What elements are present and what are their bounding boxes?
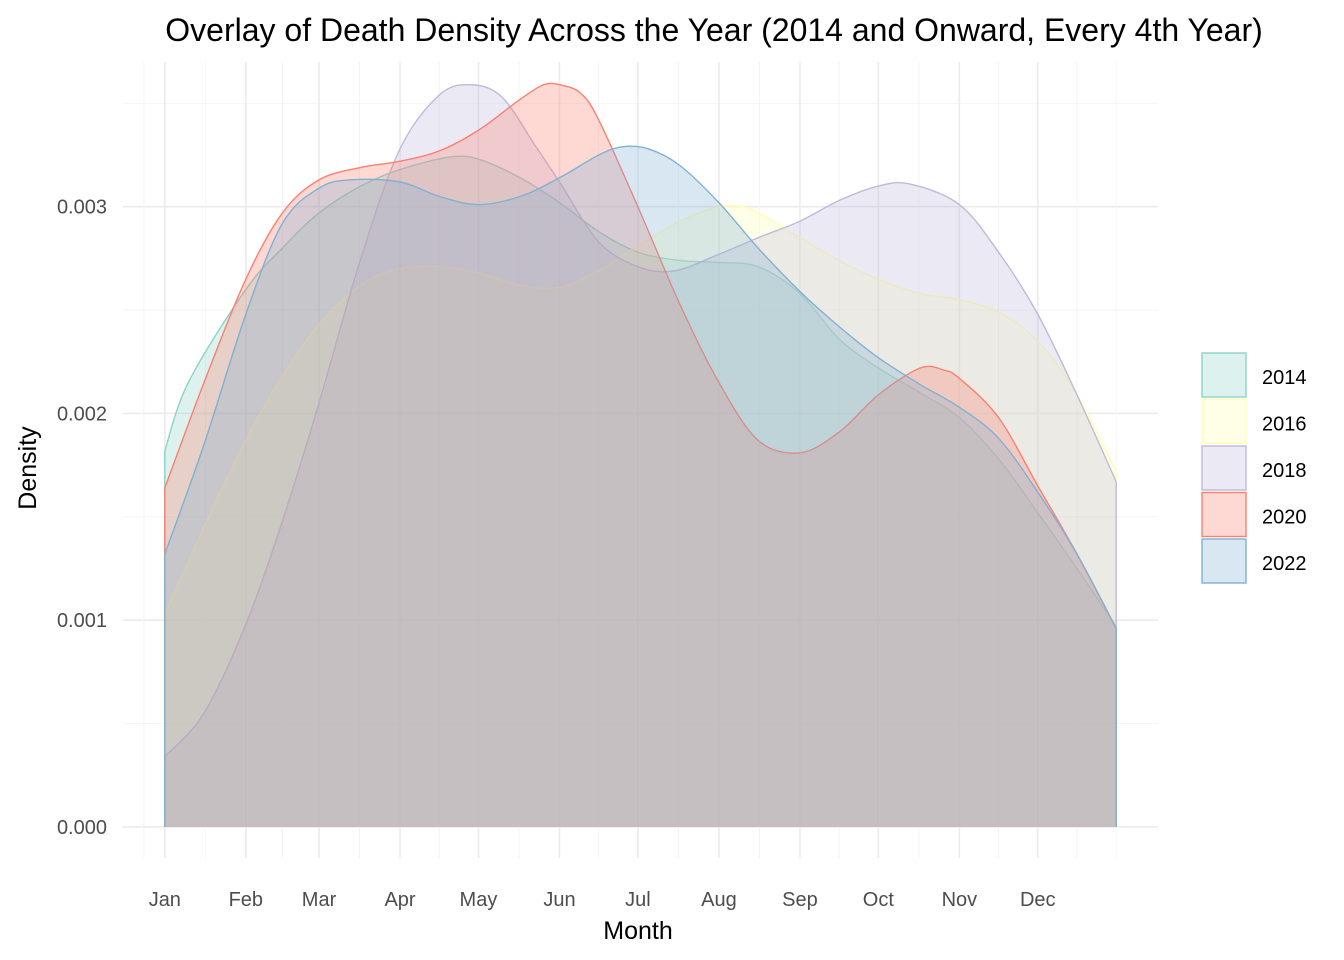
density-line-2018 (164, 83, 1117, 758)
chart-title: Overlay of Death Density Across the Year… (165, 12, 1263, 48)
x-tick-label-mar: Mar (302, 889, 337, 911)
x-tick-label-apr: Apr (384, 889, 415, 911)
legend-label-2022: 2022 (1262, 553, 1307, 575)
legend-label-2016: 2016 (1262, 414, 1307, 436)
x-tick-label-jul: Jul (625, 889, 651, 911)
x-tick-label-jun: Jun (543, 889, 575, 911)
legend-key-2022 (1201, 538, 1247, 584)
density-area-2014 (164, 156, 1117, 827)
legend-key-2020 (1201, 491, 1247, 538)
legend-label-2020: 2020 (1262, 507, 1307, 529)
y-tick-label: 0.002 (57, 403, 107, 425)
x-tick-label-may: May (460, 889, 498, 911)
x-tick-label-dec: Dec (1020, 889, 1056, 911)
legend-label-2014: 2014 (1262, 367, 1307, 389)
legend-key-2014 (1201, 352, 1247, 398)
density-line-2020 (164, 82, 1117, 629)
x-tick-label-jan: Jan (149, 889, 181, 911)
density-area-2016 (164, 205, 1117, 827)
y-tick-label: 0.000 (57, 817, 107, 839)
x-tick-label-feb: Feb (229, 889, 263, 911)
density-line-2014 (164, 155, 1117, 627)
x-tick-label-oct: Oct (863, 889, 895, 911)
legend-key-2016 (1201, 398, 1247, 445)
legend-label-2018: 2018 (1262, 460, 1307, 482)
series-areas (164, 82, 1117, 827)
x-axis-title: Month (603, 917, 672, 945)
x-tick-label-nov: Nov (942, 889, 978, 911)
legend-key-2018 (1201, 445, 1247, 491)
y-axis-title: Density (14, 426, 42, 510)
density-area-2018 (164, 84, 1117, 827)
density-line-2016 (164, 204, 1117, 615)
x-tick-label-aug: Aug (701, 889, 737, 911)
legend: 2014 2016 2018 2020 2022 (1201, 352, 1307, 584)
y-tick-label: 0.003 (57, 197, 107, 219)
x-tick-label-sep: Sep (782, 889, 818, 911)
y-axis: 0.000 0.001 0.002 0.003 (57, 197, 107, 839)
density-area-2020 (164, 83, 1117, 827)
density-line-2022 (164, 145, 1117, 629)
x-axis: Jan Feb Mar Apr May Jun Jul Aug Sep Oct Nov Dec (149, 889, 1056, 911)
y-tick-label: 0.001 (57, 610, 107, 632)
density-area-2022 (164, 146, 1117, 827)
